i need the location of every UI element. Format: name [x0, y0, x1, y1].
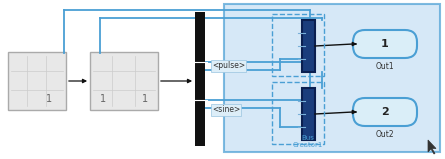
- Text: Out2: Out2: [376, 130, 394, 139]
- Text: 1: 1: [46, 94, 52, 104]
- Polygon shape: [428, 140, 436, 154]
- FancyBboxPatch shape: [90, 52, 158, 110]
- FancyBboxPatch shape: [353, 98, 417, 126]
- Text: 1: 1: [142, 94, 148, 104]
- Text: Bus
Creator1: Bus Creator1: [293, 135, 323, 148]
- FancyBboxPatch shape: [224, 4, 440, 152]
- FancyBboxPatch shape: [302, 20, 315, 72]
- Text: Out1: Out1: [376, 62, 394, 71]
- Text: 2: 2: [381, 107, 389, 117]
- FancyBboxPatch shape: [353, 30, 417, 58]
- Text: 1: 1: [100, 94, 106, 104]
- Text: <sine>: <sine>: [212, 106, 240, 114]
- FancyBboxPatch shape: [195, 12, 205, 146]
- Text: 1: 1: [381, 39, 389, 49]
- FancyBboxPatch shape: [302, 88, 315, 140]
- FancyBboxPatch shape: [8, 52, 66, 110]
- Text: <pulse>: <pulse>: [212, 62, 245, 70]
